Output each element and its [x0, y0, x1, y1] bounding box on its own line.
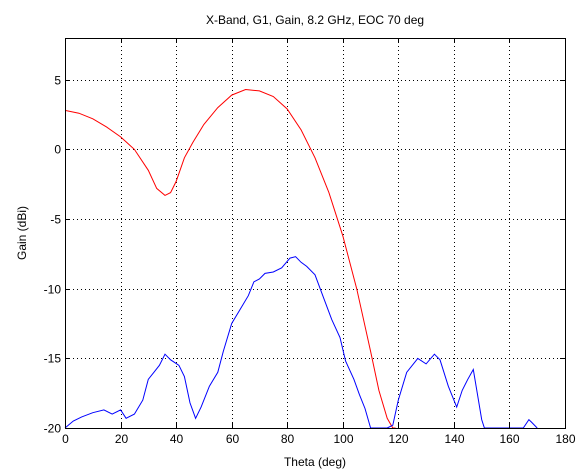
x-tick-label: 140: [444, 432, 464, 446]
x-tick-label: 120: [388, 432, 408, 446]
y-tick-label: 0: [54, 143, 61, 157]
ticks: 0 20 40 60 80 100 120 140 160 180 -20 -15 -10 -5 0 5: [44, 38, 576, 446]
x-tick-label: 20: [115, 432, 129, 446]
y-tick-label: 5: [54, 74, 61, 88]
x-tick-label: 0: [62, 432, 69, 446]
x-tick-label: 180: [555, 432, 575, 446]
chart-title: X-Band, G1, Gain, 8.2 GHz, EOC 70 deg: [206, 13, 424, 27]
x-tick-label: 160: [499, 432, 519, 446]
x-tick-label: 60: [226, 432, 240, 446]
series-layer: [64, 88, 538, 429]
plot-area: [65, 38, 565, 428]
plot-frame: [65, 38, 566, 429]
y-tick-label: -20: [44, 422, 62, 436]
series-line-1: [64, 88, 396, 429]
grid: [65, 38, 565, 428]
y-tick-label: -10: [44, 283, 62, 297]
x-tick-label: 80: [281, 432, 295, 446]
x-axis-label: Theta (deg): [284, 455, 346, 469]
y-axis-label: Gain (dBi): [15, 206, 29, 260]
x-tick-label: 40: [170, 432, 184, 446]
y-tick-label: -15: [44, 352, 62, 366]
y-tick-label: -5: [50, 213, 61, 227]
x-tick-label: 100: [333, 432, 353, 446]
series-line-2: [64, 256, 538, 429]
